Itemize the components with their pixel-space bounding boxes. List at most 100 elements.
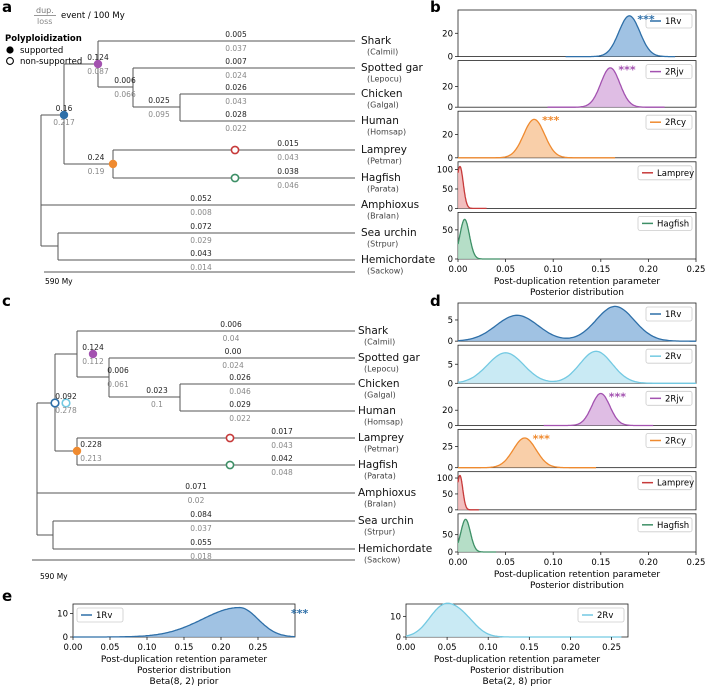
x-tick-label: 0.10: [479, 643, 498, 653]
significance-stars: ***: [637, 13, 655, 26]
y-tick-label: 0: [448, 464, 453, 474]
y-tick-label: 0: [63, 633, 68, 643]
rate-legend-loss: loss: [37, 17, 52, 26]
density-area-2Rv: [406, 603, 622, 637]
y-tick-label: 0: [448, 548, 453, 558]
non-supported-marker-icon: [6, 57, 14, 65]
taxon-code: (Parata): [367, 185, 399, 194]
legend-box: [637, 215, 693, 231]
legend-label: 2Rcy: [665, 118, 686, 128]
legend-box: [637, 475, 693, 491]
chart-e1: 0 10 1Rv *** 0.00 0.05 0.10 0.15 0.20 0.25 Post-du…: [57, 603, 309, 687]
x-axis-sublabel: Posterior distribution: [530, 581, 624, 591]
taxon-name: Hemichordate: [361, 254, 435, 266]
dup-rate: 0.24: [88, 153, 105, 162]
density-line-Lamprey: [457, 165, 487, 210]
y-tick-label: 50: [442, 490, 453, 500]
x-tick-label: 0.15: [175, 643, 194, 653]
y-tick-label: 25: [442, 442, 453, 452]
loss-rate: 0.112: [82, 357, 104, 366]
taxon-code: (Strpur): [367, 240, 398, 249]
taxon-code: (Lepocu): [364, 365, 399, 374]
chart-b: 0 20 1Rv *** 0 20 2Rjv *** 0 20 2Rcy *** 0 50 100 Lampr…: [437, 9, 706, 298]
significance-stars: ***: [291, 607, 309, 620]
loss-rate: 0.014: [190, 263, 212, 272]
legend-label: 2Rjv: [665, 68, 684, 78]
x-tick-label: 0.10: [138, 643, 157, 653]
loss-rate: 0.1: [151, 400, 163, 409]
x-tick-label: 0.10: [544, 558, 563, 568]
taxon-name: Shark: [358, 325, 389, 337]
polyploidy-hagfish-marker-icon: [230, 173, 240, 183]
legend-label: 1Rv: [96, 611, 112, 621]
taxon-name: Human: [358, 405, 396, 417]
y-tick-label: 0: [448, 422, 453, 432]
loss-rate: 0.278: [55, 406, 77, 415]
x-tick-label: 0.25: [602, 643, 621, 653]
x-tick-label: 0.20: [639, 558, 658, 568]
loss-rate: 0.008: [190, 208, 212, 217]
dup-rate: 0.00: [225, 347, 242, 356]
x-tick-label: 0.20: [639, 265, 658, 275]
legend-box: [645, 348, 693, 364]
y-tick-label: 0: [448, 379, 453, 389]
significance-stars: ***: [609, 390, 627, 403]
x-tick-label: 0.20: [561, 643, 580, 653]
legend-box: [645, 64, 693, 79]
y-tick-label: 0: [448, 337, 453, 347]
taxon-name: Hemichordate: [358, 543, 432, 555]
y-tick-label: 0: [448, 154, 453, 164]
taxon-code: (Homsap): [367, 128, 406, 137]
legend-box: [76, 607, 124, 623]
taxon-name: Human: [361, 115, 399, 127]
taxon-code: (Petmar): [367, 157, 402, 166]
taxon-name: Shark: [361, 35, 392, 47]
x-tick-label: 0.00: [64, 643, 83, 653]
x-tick-label: 0.10: [544, 265, 563, 275]
tree-a: [40, 40, 355, 273]
chart-d: 0 5 1Rv 0 5 2Rv 0 20 2Rjv *** 0 25 2Rcy *** 0 50 100 Lamp…: [437, 302, 706, 591]
subplot-1Rv: 0 5 1Rv: [448, 302, 697, 347]
taxon-code: (Calmil): [367, 48, 398, 57]
dup-rate: 0.072: [190, 222, 212, 231]
dup-rate: 0.124: [87, 53, 109, 62]
density-line-2Rv: [457, 350, 696, 384]
dup-rate: 0.228: [80, 440, 102, 449]
x-tick-label: 0.20: [212, 643, 231, 653]
dup-rate: 0.028: [225, 110, 247, 119]
loss-rate: 0.213: [80, 454, 102, 463]
legend-label: 2Rjv: [665, 394, 684, 404]
density-line-2Rcy: [458, 437, 596, 469]
polyploidy-1Rv-marker-icon: [50, 398, 60, 408]
x-axis-label: Post-duplication retention parameter: [434, 655, 600, 665]
legend-label: 2Rv: [597, 611, 613, 621]
x-tick-label: 0.25: [687, 558, 706, 568]
x-axis-sublabel: Posterior distribution: [470, 666, 564, 676]
x-tick-label: 0.00: [449, 558, 468, 568]
x-tick-label: 0.25: [687, 265, 706, 275]
density-line-2Rv: [405, 602, 622, 638]
legend-label: 1Rv: [665, 17, 681, 27]
dup-rate: 0.038: [277, 167, 299, 176]
subplot-2Rcy: 0 20 2Rcy ***: [442, 110, 697, 164]
subplot-Lamprey: 0 50 100 Lamprey: [437, 471, 697, 516]
legend-label: Hagfish: [657, 521, 689, 531]
taxon-code: (Galgal): [367, 101, 399, 110]
y-tick-label: 5: [448, 360, 453, 370]
loss-rate: 0.061: [107, 380, 129, 389]
loss-rate: 0.037: [190, 524, 212, 533]
loss-rate: 0.095: [148, 110, 170, 119]
legend-box: [637, 165, 693, 181]
y-tick-label: 5: [448, 316, 453, 326]
loss-rate: 0.046: [229, 387, 251, 396]
density-area-Lamprey: [458, 475, 479, 510]
subplot-2Rjv: 0 20 2Rjv ***: [442, 60, 697, 113]
loss-rate: 0.19: [88, 167, 105, 176]
polyploidy-2Rcy-marker-icon: [72, 446, 82, 456]
density-line-Lamprey: [457, 474, 479, 511]
x-tick-label: 0.05: [496, 558, 515, 568]
polyploidy-2Rv-marker-icon: [61, 398, 71, 408]
subplot-2Rv: 0 10 2Rv 0.00 0.05 0.10 0.15 0.20 0.25: [390, 602, 629, 653]
y-tick-label: 100: [437, 474, 453, 484]
density-area-2Rjv: [547, 67, 665, 108]
